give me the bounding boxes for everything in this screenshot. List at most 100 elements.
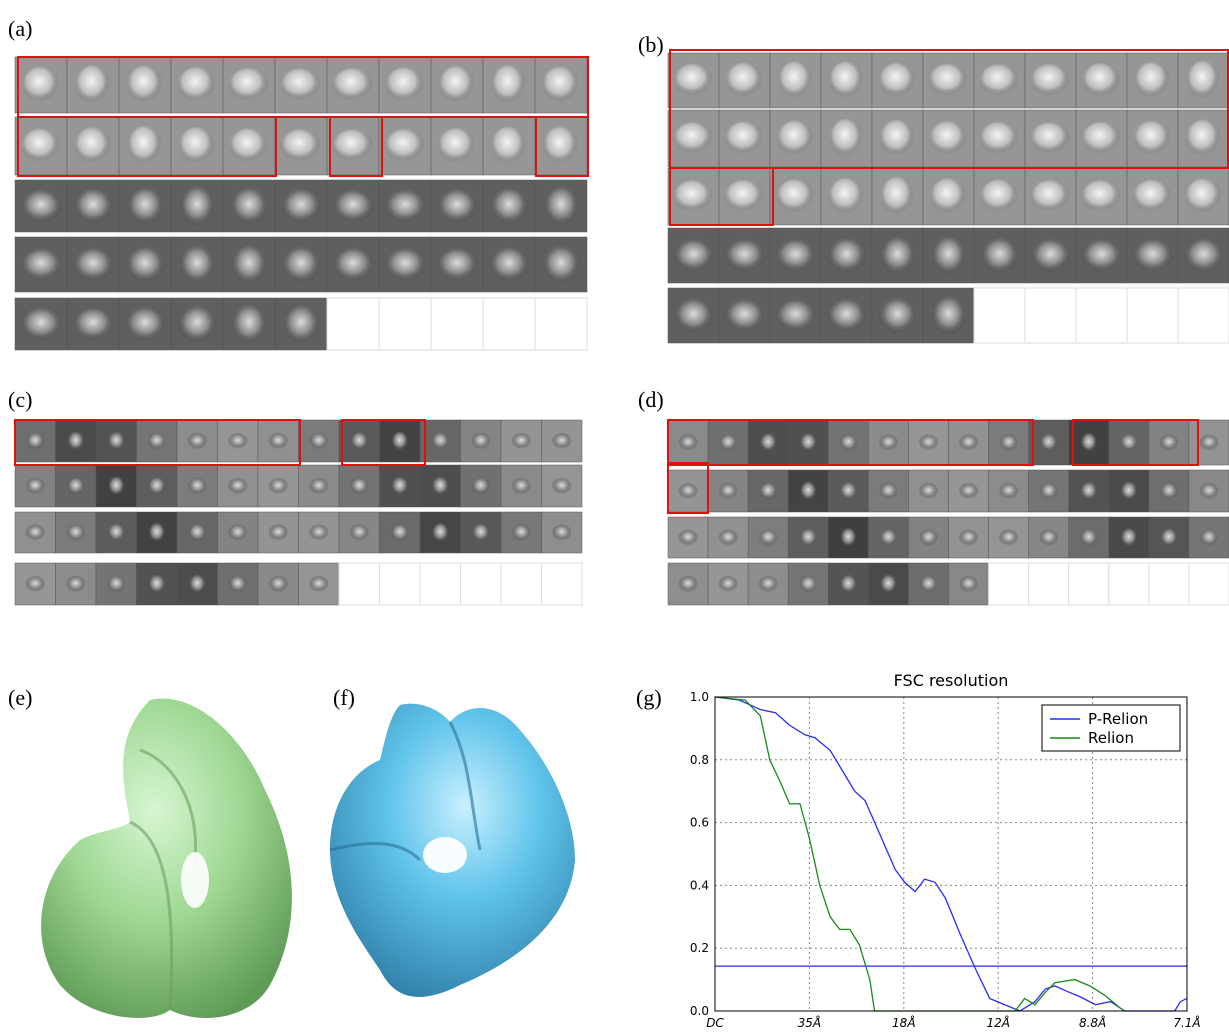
panel-label: (g) bbox=[636, 685, 662, 710]
particle bbox=[999, 434, 1017, 451]
particle bbox=[829, 61, 864, 100]
particle bbox=[74, 188, 113, 224]
particle bbox=[931, 296, 965, 335]
particle bbox=[719, 483, 738, 500]
empty-cell bbox=[501, 563, 542, 605]
particle bbox=[1080, 482, 1097, 500]
x-tick-label: 7.1Å bbox=[1173, 1015, 1200, 1030]
empty-cell bbox=[1076, 288, 1127, 343]
particle bbox=[232, 304, 267, 344]
particle bbox=[725, 180, 765, 213]
particle bbox=[26, 524, 45, 540]
particle bbox=[879, 434, 898, 450]
particle bbox=[280, 68, 321, 102]
particle bbox=[1199, 435, 1218, 451]
particle bbox=[67, 431, 84, 450]
particle bbox=[759, 529, 777, 546]
particle bbox=[880, 529, 897, 547]
particle bbox=[108, 476, 124, 495]
particle bbox=[828, 238, 866, 274]
particle bbox=[26, 478, 45, 495]
empty-cell bbox=[1127, 288, 1178, 343]
particle bbox=[1121, 482, 1137, 501]
particle bbox=[72, 307, 113, 341]
empty-cell bbox=[339, 563, 380, 605]
particle bbox=[22, 66, 60, 103]
particle bbox=[543, 245, 580, 283]
particle bbox=[1040, 433, 1057, 451]
particle bbox=[432, 477, 449, 496]
particle bbox=[673, 122, 713, 155]
particle bbox=[179, 245, 214, 284]
particle bbox=[188, 524, 206, 542]
empty-cell bbox=[1069, 563, 1109, 605]
particle bbox=[1186, 119, 1221, 158]
particle bbox=[919, 529, 938, 546]
particle bbox=[830, 119, 864, 159]
particle bbox=[1082, 63, 1120, 98]
particle bbox=[179, 127, 215, 165]
particle bbox=[725, 121, 764, 156]
particle bbox=[126, 246, 164, 283]
particle bbox=[931, 236, 965, 275]
particle bbox=[391, 524, 409, 542]
particle bbox=[829, 178, 865, 216]
particle bbox=[840, 482, 857, 500]
particle bbox=[489, 247, 528, 283]
particle bbox=[673, 180, 713, 213]
particle bbox=[1132, 239, 1172, 272]
particle bbox=[1031, 238, 1070, 272]
empty-cell bbox=[1178, 288, 1229, 343]
particle bbox=[724, 299, 764, 332]
particle bbox=[437, 247, 478, 281]
particle bbox=[552, 433, 572, 449]
particle bbox=[125, 307, 165, 342]
panel-label: (d) bbox=[638, 387, 664, 412]
particle bbox=[333, 189, 374, 223]
legend-label: Relion bbox=[1088, 729, 1134, 747]
particle bbox=[880, 575, 896, 594]
particle bbox=[281, 188, 321, 223]
particle bbox=[980, 122, 1020, 156]
particle bbox=[333, 247, 373, 282]
particle bbox=[800, 481, 816, 500]
particle bbox=[391, 477, 408, 496]
particle bbox=[1133, 179, 1172, 213]
particle bbox=[776, 239, 816, 273]
particle bbox=[472, 477, 490, 495]
particle bbox=[678, 576, 697, 592]
particle bbox=[268, 478, 288, 494]
panel-label: (f) bbox=[333, 685, 355, 710]
particle bbox=[492, 65, 526, 106]
particle bbox=[799, 575, 817, 592]
particle bbox=[180, 186, 214, 227]
particle bbox=[880, 120, 916, 158]
particle bbox=[1160, 482, 1178, 499]
particle bbox=[511, 433, 531, 449]
empty-cell bbox=[1025, 288, 1076, 343]
y-tick-label: 0.6 bbox=[690, 816, 709, 830]
particle bbox=[268, 524, 288, 540]
particle bbox=[281, 129, 322, 163]
particle bbox=[148, 432, 166, 449]
y-tick-label: 0.2 bbox=[690, 941, 709, 955]
particle bbox=[333, 68, 374, 102]
particle bbox=[1030, 122, 1070, 155]
particle bbox=[979, 64, 1019, 97]
particle bbox=[1030, 180, 1070, 213]
particle bbox=[543, 126, 578, 166]
particle bbox=[229, 575, 247, 593]
empty-cell bbox=[1149, 563, 1189, 605]
particle bbox=[128, 126, 162, 167]
empty-cell bbox=[1109, 563, 1149, 605]
particle bbox=[20, 248, 61, 282]
density-map-blue bbox=[330, 704, 575, 997]
particle bbox=[66, 576, 85, 592]
fsc-chart: FSC resolution 0.00.20.40.60.81.0DC35Å18… bbox=[690, 671, 1201, 1030]
x-tick-label: 18Å bbox=[892, 1015, 915, 1030]
empty-cell bbox=[420, 563, 461, 605]
particle bbox=[839, 434, 857, 451]
x-tick-label: 12Å bbox=[986, 1015, 1009, 1030]
particle bbox=[229, 68, 269, 103]
particle bbox=[1039, 529, 1058, 545]
